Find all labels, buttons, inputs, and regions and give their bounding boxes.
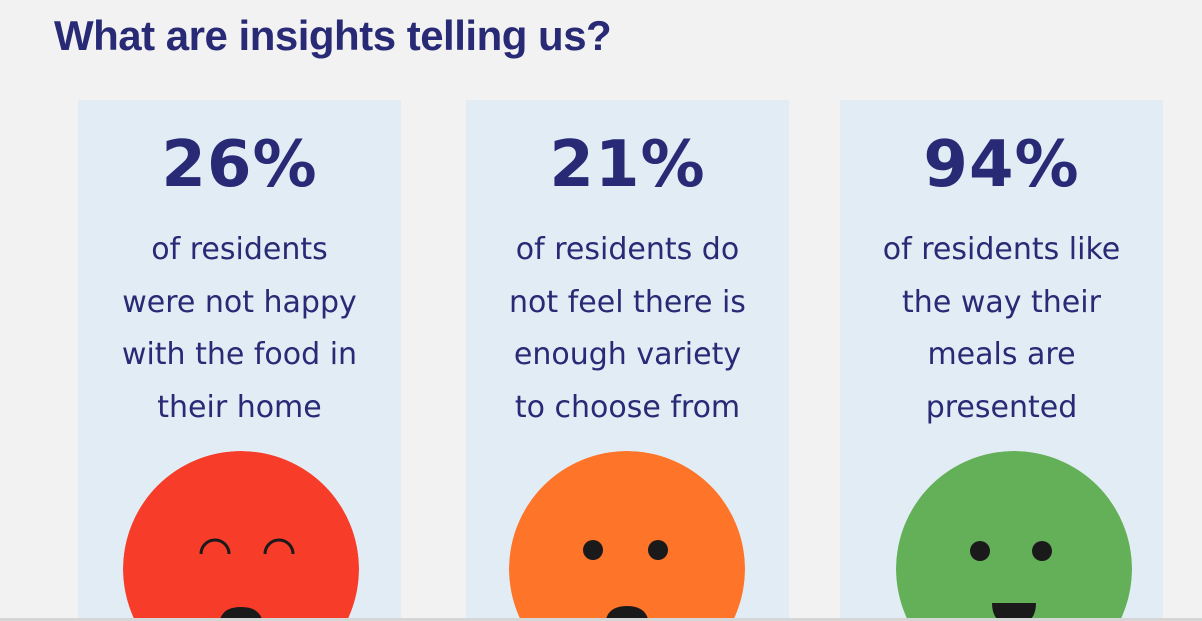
description-line: of residents do <box>515 232 740 267</box>
description-line: presented <box>925 389 1078 425</box>
description-line: enough variety <box>513 337 742 372</box>
description-line: to choose from <box>514 389 741 425</box>
description-line: their home <box>157 389 322 425</box>
insight-card: 94% of residents like the way their meal… <box>840 100 1163 618</box>
page-title: What are insights telling us? <box>54 12 612 59</box>
description-line: not feel there is <box>509 284 746 320</box>
insight-percent: 94% <box>923 128 1080 202</box>
left-eye-closed <box>199 538 231 555</box>
right-eye <box>648 540 668 560</box>
right-eye-closed <box>263 538 295 555</box>
unhappy-face-icon <box>123 451 359 618</box>
insight-percent: 26% <box>161 128 318 202</box>
mouth <box>220 607 262 618</box>
insight-description: of residents were not happy with the foo… <box>78 224 401 434</box>
insight-card: 21% of residents do not feel there is en… <box>466 100 789 618</box>
left-eye <box>970 541 990 561</box>
mouth-smile <box>992 603 1036 618</box>
description-line: the way their <box>902 284 1101 320</box>
happy-face-icon <box>896 451 1132 618</box>
description-line: of residents <box>151 232 328 267</box>
face-circle <box>123 451 359 618</box>
description-line: were not happy <box>122 284 357 320</box>
surprised-face-icon <box>509 451 745 618</box>
insight-description: of residents like the way their meals ar… <box>840 224 1163 434</box>
insight-percent: 21% <box>549 128 706 202</box>
mouth <box>606 606 648 618</box>
description-line: with the food in <box>121 337 358 372</box>
insight-card: 26% of residents were not happy with the… <box>78 100 401 618</box>
description-line: of residents like <box>882 232 1121 267</box>
bottom-divider <box>0 618 1202 621</box>
face-circle <box>896 451 1132 618</box>
left-eye <box>583 540 603 560</box>
right-eye <box>1032 541 1052 561</box>
face-circle <box>509 451 745 618</box>
description-line: meals are <box>927 337 1076 372</box>
insight-description: of residents do not feel there is enough… <box>466 224 789 434</box>
